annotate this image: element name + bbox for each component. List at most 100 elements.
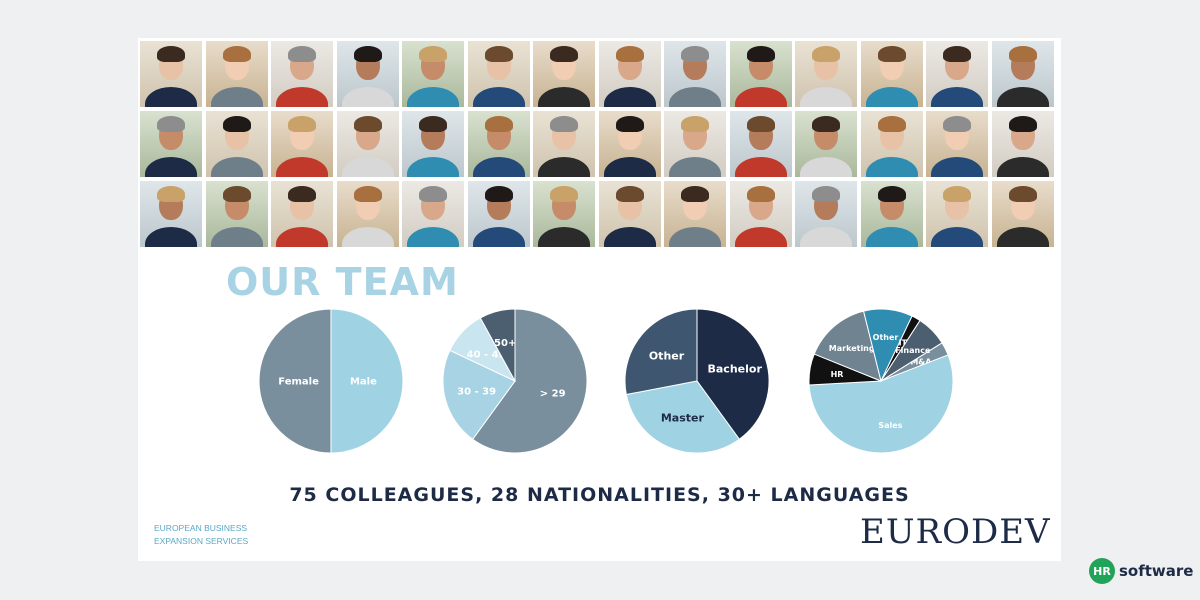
portrait-hair bbox=[943, 116, 971, 132]
gender-pie-chart: Male Female bbox=[258, 308, 404, 454]
portrait-hair bbox=[943, 186, 971, 202]
portrait-body bbox=[276, 157, 328, 177]
portrait-body bbox=[145, 157, 197, 177]
eurodev-logo: EURODEV bbox=[860, 512, 1051, 552]
team-member-photo bbox=[664, 41, 726, 107]
team-member-photo bbox=[729, 111, 792, 177]
portrait-hair bbox=[550, 46, 578, 62]
team-member-photo bbox=[926, 111, 988, 177]
portrait-body bbox=[145, 227, 197, 247]
team-member-photo bbox=[533, 41, 595, 107]
team-photo-grid bbox=[138, 38, 1061, 247]
team-member-photo bbox=[467, 111, 530, 177]
team-member-photo bbox=[402, 41, 464, 107]
pie-slice-label: Other bbox=[873, 333, 899, 342]
portrait-body bbox=[669, 157, 721, 177]
team-member-photo bbox=[467, 181, 530, 247]
team-member-photo bbox=[205, 41, 268, 107]
pie-slice bbox=[696, 308, 770, 440]
portrait-body bbox=[865, 87, 918, 107]
portrait-hair bbox=[157, 46, 185, 62]
portrait-body bbox=[996, 87, 1049, 107]
team-member-photo bbox=[860, 41, 923, 107]
team-member-photo bbox=[533, 181, 595, 247]
portrait-body bbox=[210, 87, 263, 107]
pie-slice-label: Other bbox=[649, 349, 685, 362]
portrait-hair bbox=[877, 116, 906, 132]
portrait-body bbox=[865, 227, 918, 247]
portrait-hair bbox=[419, 186, 447, 202]
education-pie-chart: Bachelor Master Other bbox=[624, 308, 770, 454]
team-member-photo bbox=[729, 181, 792, 247]
portrait-body bbox=[407, 87, 459, 107]
team-member-photo bbox=[336, 41, 399, 107]
team-member-photo bbox=[140, 181, 202, 247]
team-member-photo bbox=[991, 41, 1054, 107]
portrait-hair bbox=[484, 186, 513, 202]
portrait-hair bbox=[681, 46, 709, 62]
team-member-photo bbox=[664, 111, 726, 177]
team-member-photo bbox=[795, 111, 857, 177]
portrait-body bbox=[800, 87, 852, 107]
pie-slice-label: Male bbox=[350, 377, 377, 388]
slide-title: OUR TEAM bbox=[226, 260, 459, 304]
portrait-body bbox=[603, 87, 656, 107]
pie-slice bbox=[330, 308, 404, 454]
portrait-body bbox=[538, 87, 590, 107]
portrait-hair bbox=[746, 46, 775, 62]
team-member-photo bbox=[140, 41, 202, 107]
team-member-photo bbox=[271, 41, 333, 107]
team-member-photo bbox=[926, 181, 988, 247]
team-member-photo bbox=[598, 41, 661, 107]
pie-slice bbox=[624, 308, 698, 396]
portrait-body bbox=[472, 157, 525, 177]
portrait-body bbox=[210, 227, 263, 247]
portrait-hair bbox=[157, 116, 185, 132]
portrait-hair bbox=[746, 116, 775, 132]
pie-slice-label: 30 - 39 bbox=[457, 386, 496, 397]
portrait-body bbox=[800, 157, 852, 177]
portrait-body bbox=[407, 157, 459, 177]
portrait-hair bbox=[353, 186, 382, 202]
portrait-hair bbox=[1008, 186, 1037, 202]
team-member-photo bbox=[271, 181, 333, 247]
team-member-photo bbox=[860, 111, 923, 177]
pie-slice-label: M&A bbox=[910, 358, 932, 367]
portrait-hair bbox=[550, 186, 578, 202]
portrait-hair bbox=[353, 116, 382, 132]
portrait-hair bbox=[943, 46, 971, 62]
portrait-body bbox=[472, 227, 525, 247]
hr-badge-icon: HR bbox=[1089, 558, 1115, 584]
pie-slice-label: Finance bbox=[895, 346, 931, 355]
portrait-body bbox=[865, 157, 918, 177]
pie-slice-label: Female bbox=[278, 377, 319, 388]
portrait-body bbox=[734, 227, 787, 247]
portrait-hair bbox=[812, 46, 840, 62]
portrait-hair bbox=[877, 46, 906, 62]
pie-slice-label: > 29 bbox=[540, 389, 566, 400]
team-member-photo bbox=[402, 111, 464, 177]
tagline-line-2: EXPANSION SERVICES bbox=[154, 536, 249, 546]
team-member-photo bbox=[205, 111, 268, 177]
team-member-photo bbox=[991, 111, 1054, 177]
pie-slice-label: HR bbox=[831, 370, 844, 379]
portrait-hair bbox=[288, 46, 316, 62]
team-member-photo bbox=[140, 111, 202, 177]
portrait-body bbox=[341, 227, 394, 247]
pie-slice bbox=[471, 308, 588, 454]
pie-slice bbox=[258, 308, 332, 454]
team-member-photo bbox=[729, 41, 792, 107]
portrait-hair bbox=[157, 186, 185, 202]
team-member-photo bbox=[402, 181, 464, 247]
team-member-photo bbox=[664, 181, 726, 247]
portrait-hair bbox=[222, 46, 251, 62]
portrait-body bbox=[996, 157, 1049, 177]
portrait-hair bbox=[288, 186, 316, 202]
hr-software-logo: HR software bbox=[1089, 558, 1193, 584]
pie-slice bbox=[880, 319, 943, 382]
portrait-body bbox=[538, 227, 590, 247]
portrait-body bbox=[603, 157, 656, 177]
portrait-hair bbox=[419, 46, 447, 62]
